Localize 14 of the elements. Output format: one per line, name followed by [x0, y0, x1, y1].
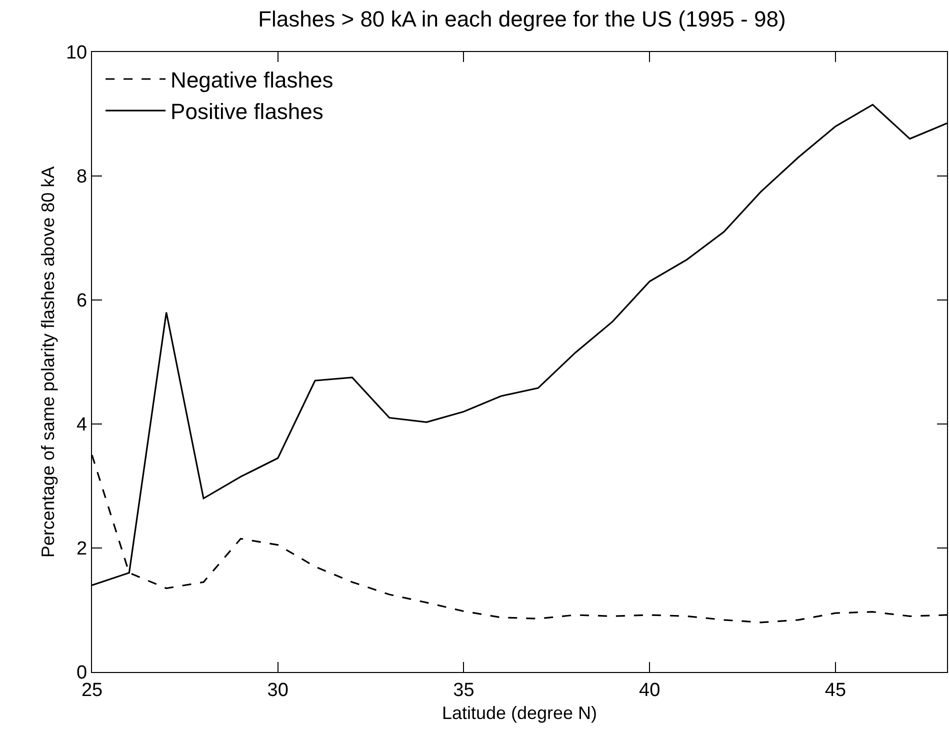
y-tick-label: 10 [66, 42, 88, 64]
chart-title: Flashes > 80 kA in each degree for the US (1995 - 98) [258, 6, 786, 32]
y-tick-label: 8 [76, 166, 88, 188]
x-axis-title: Latitude (degree N) [442, 703, 598, 723]
y-tick-label: 2 [76, 538, 88, 560]
x-tick-label: 45 [824, 680, 846, 701]
x-tick-label: 30 [267, 680, 288, 701]
y-axis-title: Percentage of same polarity flashes above 80 kA [38, 166, 58, 558]
x-tick-label: 40 [639, 680, 660, 701]
legend-label: Positive flashes [170, 99, 324, 124]
y-tick-label: 6 [76, 290, 88, 312]
y-tick-label: 4 [76, 414, 88, 436]
legend-label: Negative flashes [170, 68, 334, 93]
x-tick-label: 35 [453, 680, 474, 701]
